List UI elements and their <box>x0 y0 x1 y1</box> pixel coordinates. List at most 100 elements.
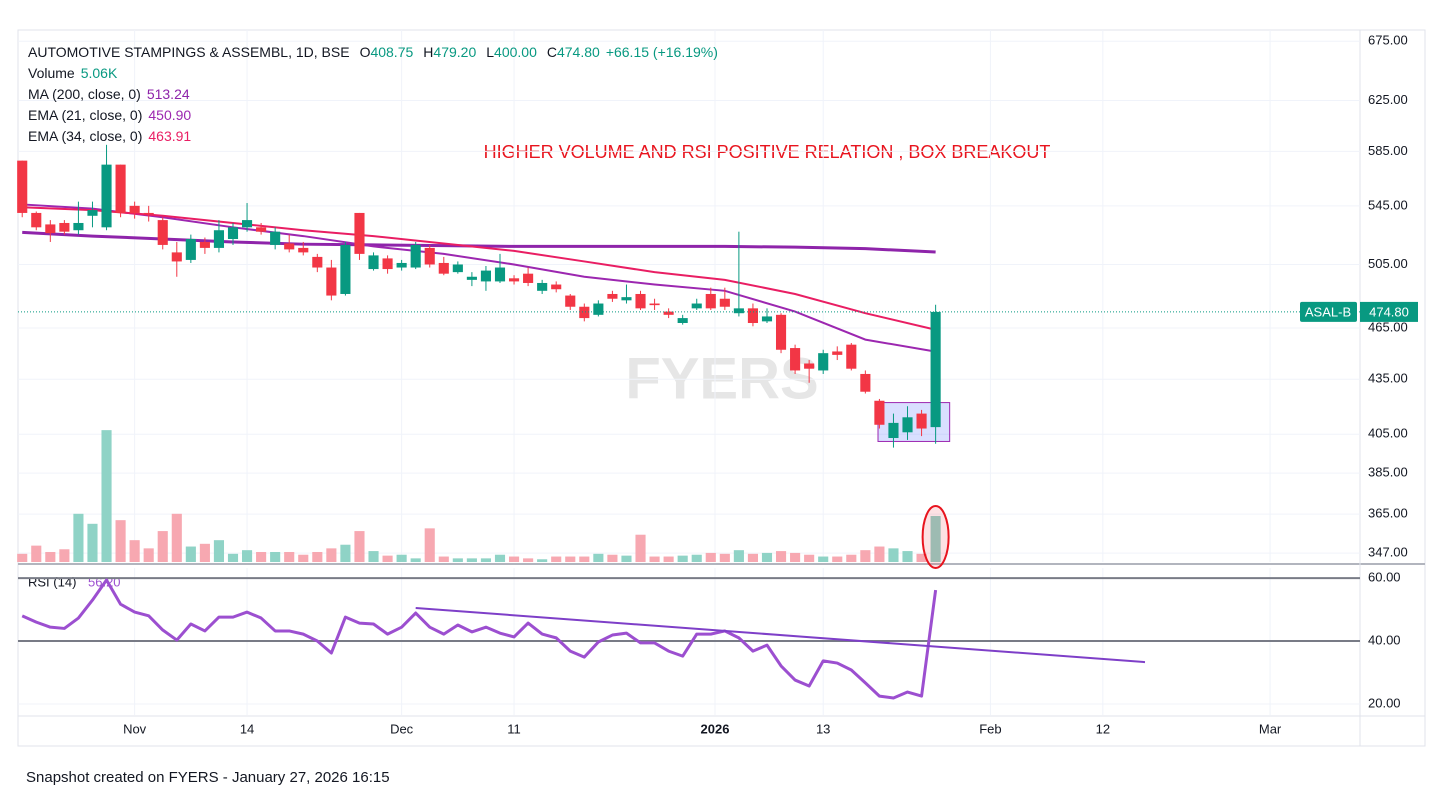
y-tick-label: 585.00 <box>1368 143 1408 158</box>
candle-body <box>621 297 632 301</box>
candle-body <box>761 316 773 322</box>
volume-bar <box>930 515 941 562</box>
volume-bar <box>87 523 98 562</box>
volume-bar <box>691 554 702 562</box>
y-tick-label: 365.00 <box>1368 506 1408 521</box>
candle-body <box>59 222 70 232</box>
study-value: 463.91 <box>148 128 192 144</box>
volume-bar <box>874 546 885 562</box>
study-value: 5.06K <box>80 65 118 81</box>
volume-bar <box>340 544 351 562</box>
candle-body <box>537 282 548 291</box>
volume-bar <box>860 550 871 562</box>
legend-row: EMA (21, close, 0) 450.90 <box>28 105 718 126</box>
volume-bar <box>775 551 787 562</box>
candle-body <box>888 422 899 439</box>
volume-bar <box>523 558 534 562</box>
x-tick-label: 14 <box>240 721 254 736</box>
volume-bar <box>298 554 309 562</box>
volume-bar <box>565 556 576 562</box>
candle-body <box>790 348 801 371</box>
volume-bar <box>241 550 253 562</box>
study-name: EMA (34, close, 0) <box>28 128 143 144</box>
candle-body <box>832 351 843 355</box>
study-name: MA (200, close, 0) <box>28 86 141 102</box>
ohlc-label: C <box>546 44 557 60</box>
volume-bar <box>551 556 562 562</box>
candle-body <box>747 308 758 324</box>
study-name: EMA (21, close, 0) <box>28 107 143 123</box>
volume-bar <box>649 556 660 562</box>
x-tick-label: Mar <box>1259 721 1282 736</box>
volume-bar <box>846 554 857 562</box>
volume-bar <box>593 553 604 562</box>
x-tick-label: 2026 <box>701 721 730 736</box>
volume-bar <box>326 548 337 562</box>
ma-line <box>22 206 936 331</box>
volume-highlight <box>921 504 950 569</box>
candle-body <box>719 298 730 307</box>
volume-bar <box>101 430 112 562</box>
y-tick-label: 405.00 <box>1368 426 1408 441</box>
ohlc-value: 479.20 <box>433 44 477 60</box>
candle-body <box>424 247 435 265</box>
volume-bar <box>832 556 843 562</box>
volume-bar <box>368 551 379 562</box>
volume-bar <box>761 552 773 562</box>
symbol: AUTOMOTIVE STAMPINGS & ASSEMBL, 1D, BSE <box>28 44 350 60</box>
volume-bar <box>466 558 477 562</box>
candle-body <box>241 220 253 228</box>
y-tick-label: 505.00 <box>1368 256 1408 271</box>
candle-body <box>115 164 126 213</box>
volume-bar <box>804 554 815 562</box>
candle-body <box>508 278 520 282</box>
candle-body <box>466 276 477 280</box>
candle-body <box>227 227 239 240</box>
candle-body <box>804 363 815 369</box>
y-tick-label: 435.00 <box>1368 371 1408 386</box>
candle-body <box>326 267 337 296</box>
candle-body <box>846 344 857 369</box>
candle-body <box>213 230 225 248</box>
candle-body <box>171 252 182 262</box>
volume-bar <box>185 546 196 562</box>
volume-bar <box>452 558 463 562</box>
ohlc-label: H <box>423 44 434 60</box>
candle-body <box>705 293 716 309</box>
y-tick-label: 40.00 <box>1368 632 1401 647</box>
candle-body <box>354 212 365 254</box>
x-tick-label: 11 <box>507 721 521 736</box>
volume-bar <box>354 531 365 562</box>
candle-body <box>31 212 42 228</box>
volume-bar <box>213 540 225 562</box>
legend-row: Volume 5.06K <box>28 63 718 84</box>
ma-line <box>22 203 936 353</box>
candle-body <box>775 314 787 350</box>
ohlc-value: 408.75 <box>370 44 414 60</box>
rsi-line <box>21 578 938 700</box>
candle-body <box>410 244 421 268</box>
volume-bar <box>270 551 281 562</box>
volume-bar <box>916 553 927 562</box>
candle-body <box>45 224 56 234</box>
y-tick-label: 465.00 <box>1368 319 1408 334</box>
volume-bar <box>663 556 674 562</box>
candle-body <box>677 318 688 324</box>
y-tick-label: 545.00 <box>1368 197 1408 212</box>
frame <box>17 29 1426 747</box>
volume-bar <box>424 528 435 562</box>
volume-bar <box>256 551 267 562</box>
candle-body <box>916 413 927 429</box>
candle-body <box>298 247 309 253</box>
study-name: Volume <box>28 65 75 81</box>
volume-bar <box>199 543 210 562</box>
candle-body <box>649 303 660 306</box>
candle-body <box>256 227 267 232</box>
volume-bar <box>635 534 646 562</box>
candle-body <box>87 210 98 216</box>
candle-body <box>101 164 112 228</box>
price-tag <box>1300 301 1357 322</box>
rsi-trendline <box>415 606 1146 664</box>
candle-body <box>663 311 674 315</box>
rsi-title: RSI (14) <box>28 574 76 589</box>
